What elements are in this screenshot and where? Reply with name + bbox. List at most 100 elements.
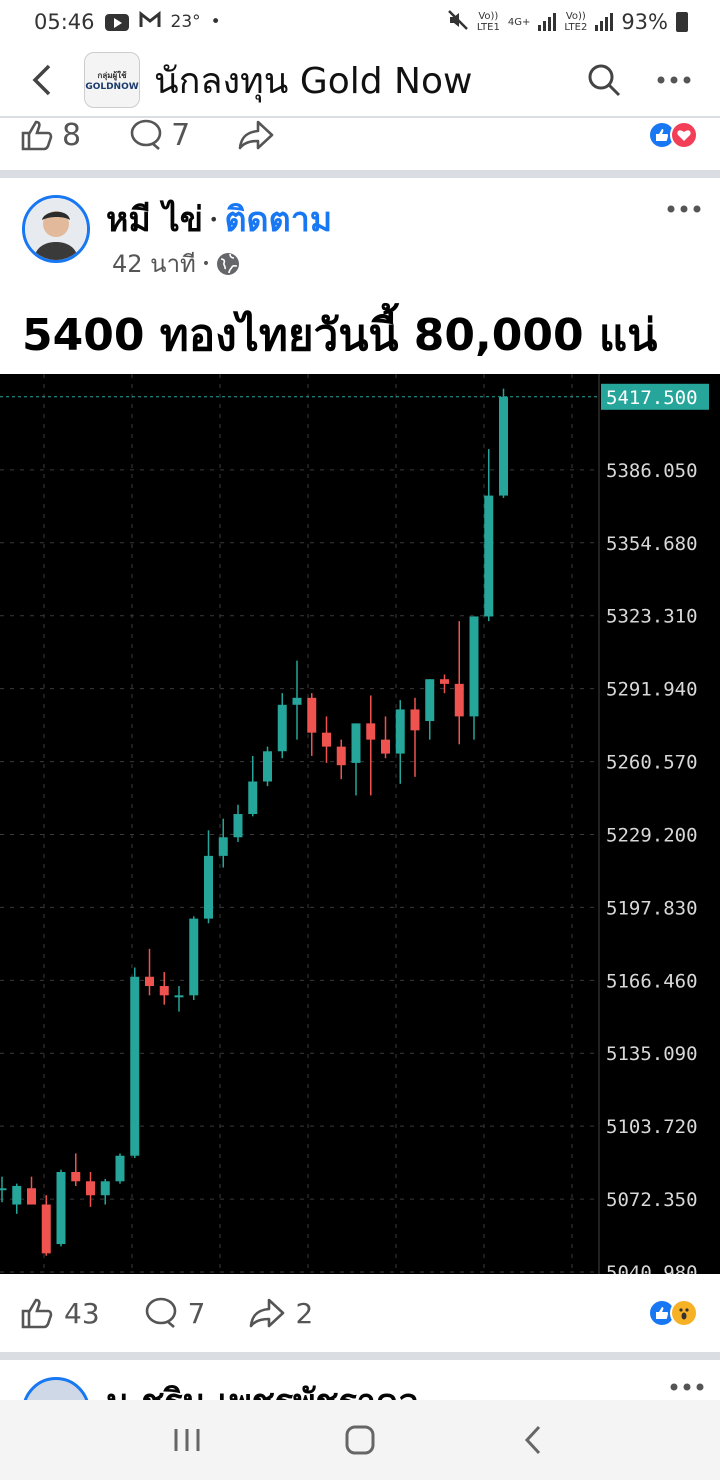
comment-icon <box>145 1297 176 1328</box>
y-tick-label: 5354.680 <box>606 533 698 555</box>
candle-body <box>27 1188 36 1205</box>
prev-like-button[interactable]: 8 <box>20 118 81 153</box>
y-tick-label: 5072.350 <box>606 1189 698 1211</box>
network-type-indicator: 4G+ <box>507 16 531 28</box>
author-name[interactable]: หมี ไข่ <box>106 200 204 240</box>
post-header: หมี ไข่ • ติดตาม 42 นาที • <box>0 178 720 290</box>
y-tick-label: 5135.090 <box>606 1043 698 1065</box>
y-tick-label: 5386.050 <box>606 460 698 482</box>
youtube-notification-icon <box>104 13 129 31</box>
candle-body <box>366 723 376 740</box>
candle-body <box>381 739 390 754</box>
more-icon <box>657 76 691 84</box>
more-icon <box>670 1383 704 1391</box>
y-tick-label: 5197.830 <box>606 897 698 919</box>
signal-bars-1-icon <box>538 13 557 31</box>
y-tick-label: 5291.940 <box>606 679 698 701</box>
next-post-options-button[interactable] <box>670 1376 704 1395</box>
share-icon <box>250 1298 285 1328</box>
comment-count: 7 <box>187 1296 206 1330</box>
candle-body <box>248 781 258 815</box>
comment-button[interactable]: 7 <box>144 1296 206 1330</box>
y-tick-label: 5040.980 <box>606 1262 698 1274</box>
candle-body <box>351 723 361 763</box>
search-button[interactable] <box>584 60 624 100</box>
recent-apps-button[interactable] <box>157 1410 217 1470</box>
globe-icon <box>217 252 240 275</box>
prev-reactions[interactable] <box>648 121 698 149</box>
chevron-left-icon <box>32 64 51 96</box>
candle-body <box>322 732 331 747</box>
post-text: 5400 ทองไทยวันนี้ 80,000 แน่ <box>22 310 658 361</box>
candle-body <box>440 679 449 684</box>
like-button[interactable]: 43 <box>20 1296 100 1330</box>
candle-body <box>425 679 435 722</box>
battery-percent: 93% <box>621 10 668 34</box>
post-actions: 43 7 2 <box>0 1274 720 1352</box>
author-row: หมี ไข่ • ติดตาม <box>106 192 332 246</box>
group-name[interactable]: นักลงทุน Gold Now <box>154 60 473 102</box>
like-icon <box>21 1298 53 1329</box>
candle-body <box>100 1181 110 1196</box>
y-tick-label: 5166.460 <box>606 970 698 992</box>
candlestick-chart: 5386.050 5354.680 5323.310 5291.940 5260.570… <box>0 374 709 1274</box>
candle-body <box>71 1172 81 1182</box>
status-bar: 05:46 23° • Vo)) LTE1 4G+ Vo)) LTE2 93% <box>0 0 720 44</box>
candle-body <box>189 918 199 996</box>
y-tick-label: 5323.310 <box>606 606 698 628</box>
candle-body <box>204 855 213 919</box>
signal-bars-2-icon <box>595 13 614 31</box>
candle-body <box>292 697 302 705</box>
status-temperature: 23° <box>170 12 201 32</box>
share-icon <box>238 120 274 150</box>
prev-comment-button[interactable]: 7 <box>129 118 190 153</box>
candle-body <box>86 1181 95 1196</box>
sim1-indicator: Vo)) LTE1 <box>476 11 500 33</box>
candle-body <box>12 1185 22 1205</box>
share-button[interactable]: 2 <box>249 1297 313 1330</box>
feed-divider <box>0 1352 720 1360</box>
prev-share-button[interactable] <box>238 120 274 150</box>
post-time[interactable]: 42 นาที <box>112 250 196 278</box>
group-logo[interactable]: กลุ่มผู้ใช้ GOLDNOW <box>84 52 140 108</box>
next-author-name[interactable]: ม.ชริน เพชรพัชราดล <box>106 1374 419 1400</box>
back-arrow-icon <box>525 1425 541 1455</box>
like-count: 43 <box>64 1296 100 1330</box>
search-icon <box>588 64 621 97</box>
candle-body <box>130 976 140 1156</box>
current-price-label: 5417.500 <box>606 387 698 409</box>
candle-body <box>41 1204 51 1254</box>
feed-divider <box>0 170 720 178</box>
system-nav-bar <box>0 1400 720 1480</box>
candle-body <box>263 751 272 782</box>
back-nav-button[interactable] <box>503 1410 563 1470</box>
recents-icon <box>174 1429 200 1451</box>
share-count: 2 <box>295 1296 314 1330</box>
previous-post-actions: 8 7 <box>0 118 720 170</box>
candle-body <box>484 495 494 617</box>
comment-icon <box>130 119 162 150</box>
post-reactions[interactable] <box>648 1299 698 1327</box>
post-meta: 42 นาที • <box>112 244 240 283</box>
y-tick-label: 5229.200 <box>606 824 698 846</box>
current-price-badge <box>601 383 709 410</box>
candle-body <box>454 683 464 717</box>
group-header: กลุ่มผู้ใช้ GOLDNOW นักลงทุน Gold Now <box>0 44 720 118</box>
more-options-button[interactable] <box>654 60 694 100</box>
candle-body <box>56 1172 66 1245</box>
wow-reaction-icon <box>670 1299 698 1327</box>
candle-body <box>145 976 154 987</box>
follow-button[interactable]: ติดตาม <box>224 200 333 240</box>
candle-body <box>307 697 317 733</box>
author-avatar[interactable] <box>22 195 90 263</box>
candle-body <box>277 704 287 752</box>
next-author-avatar[interactable] <box>22 1377 90 1400</box>
post-image-chart[interactable]: 5386.050 5354.680 5323.310 5291.940 5260.570… <box>0 374 720 1274</box>
candle-body <box>233 814 243 838</box>
sim2-indicator: Vo)) LTE2 <box>564 11 588 33</box>
back-button[interactable] <box>22 60 62 100</box>
home-button[interactable] <box>330 1410 390 1470</box>
candle-body <box>174 995 184 998</box>
post-options-button[interactable] <box>664 194 704 224</box>
candle-body <box>410 709 420 731</box>
